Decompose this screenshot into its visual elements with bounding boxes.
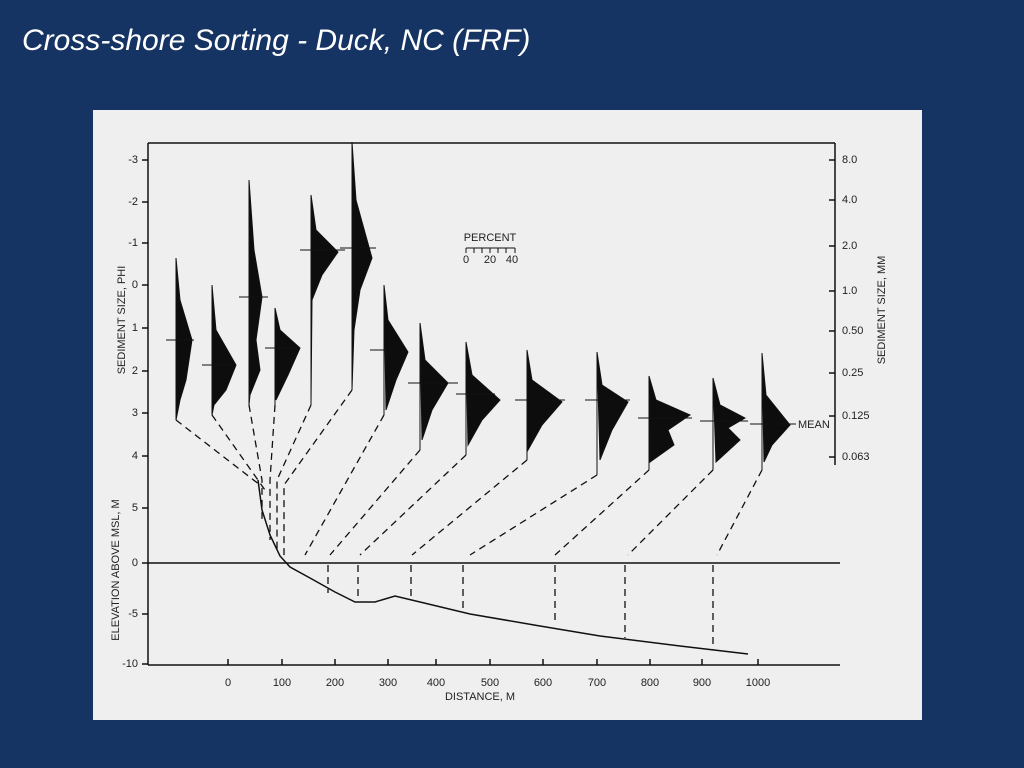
line-art — [147, 142, 840, 666]
mean-label: MEAN — [798, 419, 830, 431]
elevation-tick-label: -10 — [122, 658, 138, 670]
mm-tick-label: 8.0 — [842, 154, 857, 166]
phi-tick-label: 0 — [132, 279, 138, 291]
distance-tick-label: 300 — [379, 677, 397, 689]
elevation-ticks: 5 0 -5 -10 — [122, 502, 138, 670]
histogram — [638, 375, 692, 470]
line-art — [465, 247, 516, 253]
beach-profile — [257, 479, 749, 655]
distance-tick-label: 0 — [225, 677, 231, 689]
mm-tick-label: 1.0 — [842, 285, 857, 297]
phi-tick-label: 3 — [132, 407, 138, 419]
connector-lines — [175, 389, 763, 650]
percent-scale: PERCENT 0 20 40 — [463, 232, 518, 266]
phi-tick-label: -2 — [128, 196, 138, 208]
elevation-tick-label: 0 — [132, 557, 138, 569]
phi-tick-label: 2 — [132, 365, 138, 377]
percent-tick: 40 — [506, 254, 518, 266]
elevation-tick-label: 5 — [132, 502, 138, 514]
phi-axis-label: SEDIMENT SIZE, PHI — [116, 266, 128, 375]
histogram — [456, 341, 501, 455]
histogram — [265, 307, 301, 405]
histogram — [515, 349, 565, 460]
distance-ticks: 0 100 200 300 400 500 600 700 800 900 1000 — [225, 677, 770, 689]
phi-tick-label: -1 — [128, 237, 138, 249]
slide-title: Cross-shore Sorting - Duck, NC (FRF) — [22, 24, 531, 57]
elevation-tick-label: -5 — [128, 608, 138, 620]
histogram — [370, 284, 409, 415]
distance-axis-label: DISTANCE, M — [445, 691, 515, 703]
mm-axis-label: SEDIMENT SIZE, MM — [876, 256, 888, 365]
mm-tick-label: 0.125 — [842, 410, 870, 422]
elevation-axis-label: ELEVATION ABOVE MSL, M — [110, 499, 122, 640]
histogram — [239, 179, 268, 406]
mm-tick-label: 2.0 — [842, 240, 857, 252]
phi-ticks: -3 -2 -1 0 1 2 3 4 — [128, 154, 138, 462]
distance-tick-label: 1000 — [746, 677, 770, 689]
distance-tick-label: 500 — [481, 677, 499, 689]
line-art — [142, 159, 835, 665]
mm-tick-label: 4.0 — [842, 194, 857, 206]
line-art — [175, 389, 763, 650]
mm-ticks: 8.0 4.0 2.0 1.0 0.50 0.25 0.125 0.063 — [842, 154, 870, 463]
percent-tick: 0 — [463, 254, 469, 266]
phi-tick-label: 1 — [132, 322, 138, 334]
figure-background — [93, 110, 922, 720]
phi-tick-label: -3 — [128, 154, 138, 166]
histogram — [408, 322, 458, 450]
distance-tick-label: 900 — [693, 677, 711, 689]
distance-tick-label: 700 — [588, 677, 606, 689]
distance-tick-label: 400 — [427, 677, 445, 689]
percent-label: PERCENT — [464, 232, 517, 244]
mm-tick-label: 0.50 — [842, 325, 863, 337]
mm-tick-label: 0.063 — [842, 451, 870, 463]
mm-tick-label: 0.25 — [842, 367, 863, 379]
percent-tick: 20 — [484, 254, 496, 266]
distance-tick-label: 200 — [326, 677, 344, 689]
axes — [142, 142, 840, 666]
phi-tick-label: 4 — [132, 450, 138, 462]
histogram — [750, 352, 796, 470]
distance-tick-label: 100 — [273, 677, 291, 689]
histogram — [585, 351, 630, 475]
distance-tick-label: 800 — [641, 677, 659, 689]
distance-tick-label: 600 — [534, 677, 552, 689]
histogram — [700, 377, 748, 470]
